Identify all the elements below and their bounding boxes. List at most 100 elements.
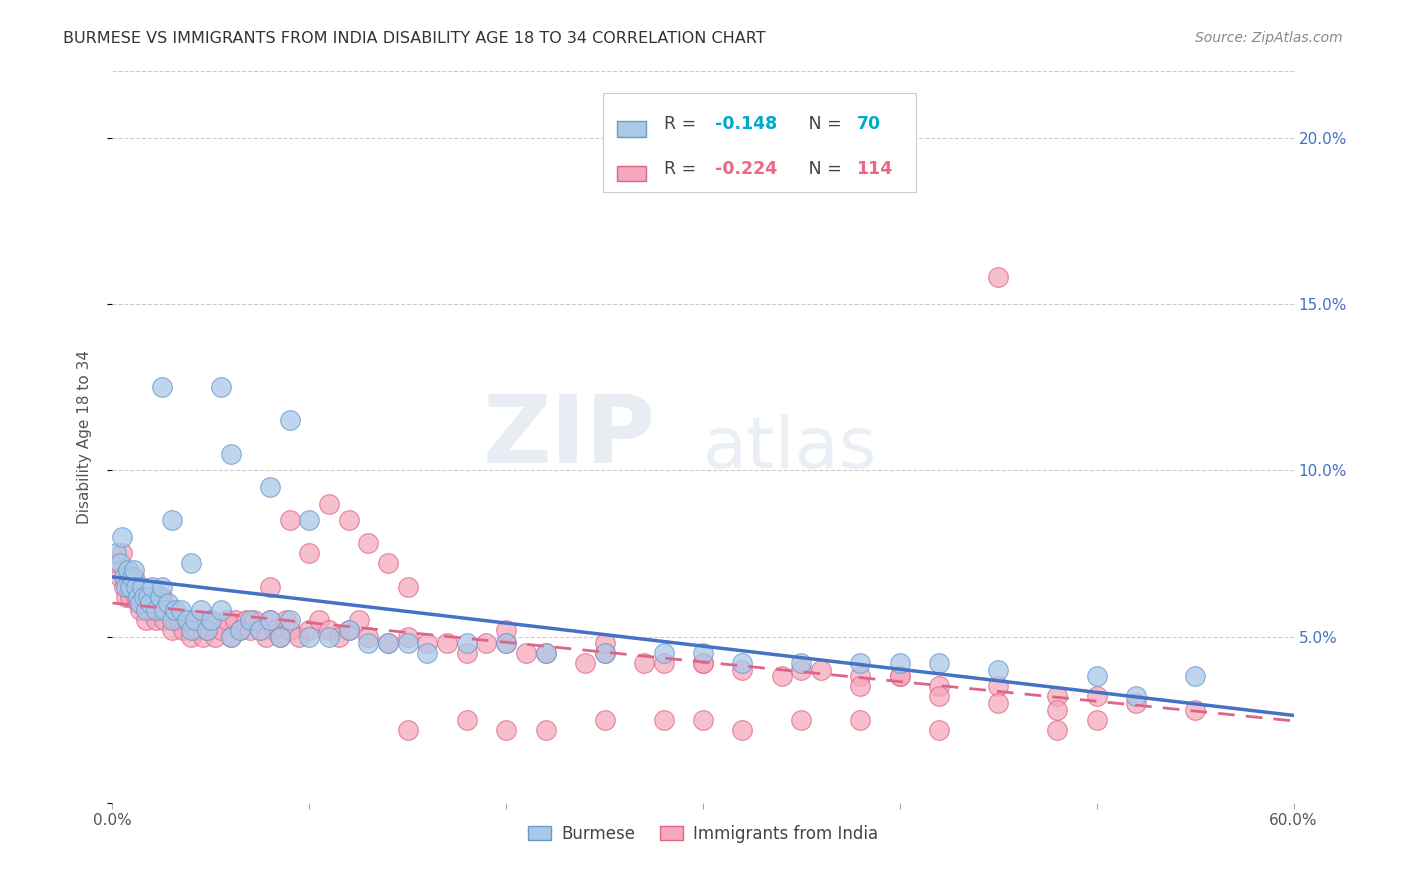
Text: atlas: atlas (703, 414, 877, 483)
Point (889, 669, 911, 683)
Point (136, 590, 159, 604)
Point (122, 570, 145, 584)
Point (229, 623, 252, 637)
Point (105, 557, 128, 571)
Point (731, 723, 754, 737)
Point (357, 536, 380, 550)
Point (145, 603, 167, 617)
Point (160, 513, 183, 527)
Point (278, 623, 301, 637)
Point (172, 623, 194, 637)
Point (288, 630, 311, 644)
Point (120, 580, 142, 594)
Point (328, 630, 350, 644)
Point (436, 636, 458, 650)
Point (165, 613, 187, 627)
Point (1046, 723, 1069, 737)
Point (377, 557, 399, 571)
Point (150, 580, 173, 594)
Point (770, 669, 793, 683)
Point (127, 596, 149, 610)
Text: BURMESE VS IMMIGRANTS FROM INDIA DISABILITY AGE 18 TO 34 CORRELATION CHART: BURMESE VS IMMIGRANTS FROM INDIA DISABIL… (63, 31, 766, 46)
Point (195, 623, 218, 637)
Point (456, 646, 478, 660)
Point (156, 603, 179, 617)
Point (150, 590, 173, 604)
Legend: Burmese, Immigrants from India: Burmese, Immigrants from India (522, 818, 884, 849)
Text: -0.224: -0.224 (714, 160, 778, 178)
Point (115, 580, 138, 594)
Y-axis label: Disability Age 18 to 34: Disability Age 18 to 34 (77, 350, 91, 524)
Point (731, 663, 754, 677)
Point (593, 646, 616, 660)
Point (219, 630, 242, 644)
Point (160, 623, 183, 637)
Point (396, 636, 419, 650)
Point (184, 623, 207, 637)
Point (337, 513, 360, 527)
Point (357, 630, 380, 644)
Point (849, 680, 872, 694)
Point (176, 613, 198, 627)
Point (110, 557, 132, 571)
Point (259, 613, 281, 627)
Point (259, 480, 281, 494)
Point (987, 270, 1010, 285)
Point (534, 723, 557, 737)
Point (347, 613, 370, 627)
Point (495, 623, 517, 637)
Point (593, 646, 616, 660)
Point (122, 563, 145, 577)
Point (357, 636, 380, 650)
Point (117, 563, 139, 577)
Text: N =: N = (792, 115, 846, 133)
Point (574, 656, 596, 670)
Point (131, 590, 153, 604)
Point (987, 663, 1010, 677)
Point (1184, 703, 1206, 717)
Point (141, 580, 163, 594)
Point (209, 603, 232, 617)
Point (416, 636, 439, 650)
FancyBboxPatch shape (603, 94, 915, 192)
Point (135, 603, 157, 617)
Point (139, 603, 162, 617)
Point (112, 570, 135, 584)
Point (259, 580, 281, 594)
Text: R =: R = (664, 115, 702, 133)
Text: 70: 70 (856, 115, 880, 133)
Text: R =: R = (664, 160, 702, 178)
Point (1184, 669, 1206, 683)
Point (176, 613, 198, 627)
Point (121, 580, 143, 594)
Point (1085, 690, 1108, 704)
Point (209, 380, 232, 394)
Point (456, 713, 478, 727)
Point (396, 580, 419, 594)
Point (1046, 703, 1069, 717)
Text: 114: 114 (856, 160, 893, 178)
Point (278, 613, 301, 627)
Point (239, 613, 262, 627)
Point (377, 636, 399, 650)
Point (337, 623, 360, 637)
Point (188, 613, 211, 627)
Point (1046, 690, 1069, 704)
Point (269, 630, 291, 644)
Point (259, 613, 281, 627)
Point (495, 636, 517, 650)
Text: ZIP: ZIP (482, 391, 655, 483)
Point (191, 630, 214, 644)
Point (149, 590, 172, 604)
Point (475, 636, 498, 650)
Point (928, 690, 950, 704)
Text: N =: N = (792, 160, 846, 178)
Point (1125, 690, 1147, 704)
Point (495, 723, 517, 737)
Point (515, 646, 537, 660)
Point (219, 447, 242, 461)
Point (195, 623, 218, 637)
Point (318, 630, 340, 644)
Point (692, 656, 714, 670)
Point (180, 557, 202, 571)
